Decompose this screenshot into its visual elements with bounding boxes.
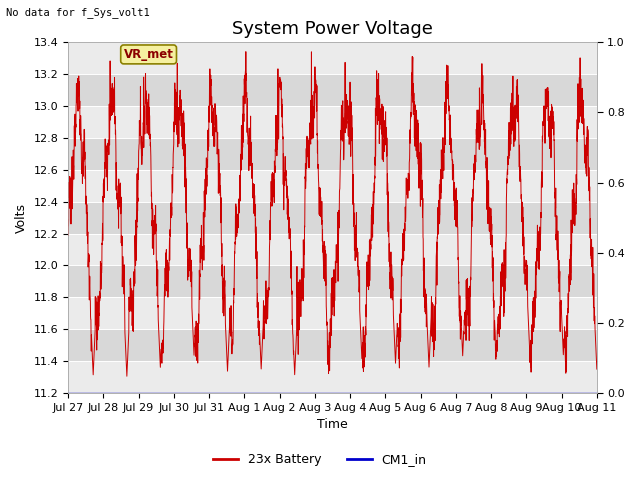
Bar <box>68 202 597 234</box>
Bar <box>68 298 597 329</box>
Text: VR_met: VR_met <box>124 48 173 61</box>
Title: System Power Voltage: System Power Voltage <box>232 20 433 38</box>
Bar <box>68 74 597 106</box>
Bar <box>68 138 597 170</box>
X-axis label: Time: Time <box>317 419 348 432</box>
Bar <box>68 265 597 298</box>
Y-axis label: Volts: Volts <box>15 203 28 233</box>
Bar <box>68 106 597 138</box>
Legend: 23x Battery, CM1_in: 23x Battery, CM1_in <box>208 448 432 471</box>
Bar <box>68 42 597 74</box>
Bar <box>68 234 597 265</box>
Bar <box>68 329 597 361</box>
Bar <box>68 361 597 393</box>
Bar <box>68 170 597 202</box>
Text: No data for f_Sys_volt1: No data for f_Sys_volt1 <box>6 7 150 18</box>
